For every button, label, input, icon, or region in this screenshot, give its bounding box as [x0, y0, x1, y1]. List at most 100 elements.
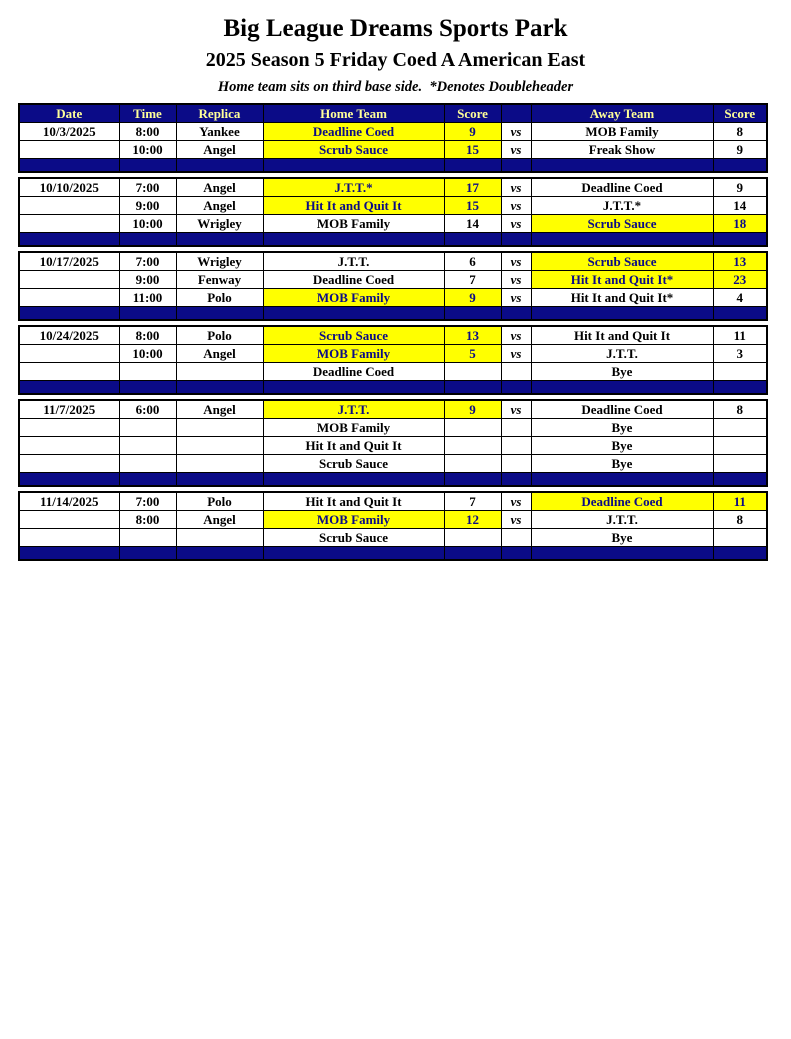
cell-home_score: 13 [443, 325, 502, 345]
separator-cell [712, 545, 768, 561]
cell-away: Bye [530, 453, 714, 473]
cell-home: MOB Family [262, 287, 445, 307]
game-row: 11/7/2025 6:00 Angel J.T.T. 9 vs Deadline Coed… [18, 399, 768, 419]
cell-away_score: 3 [712, 343, 768, 363]
page-header: Big League Dreams Sports Park 2025 Seaso… [0, 15, 791, 95]
cell-vs: vs [500, 177, 532, 197]
cell-home_score [443, 435, 502, 455]
game-row: Hit It and Quit It Bye [18, 435, 768, 455]
game-row: 10/17/2025 7:00 Wrigley J.T.T. 6 vs Scrub Sauc… [18, 251, 768, 271]
game-row: Deadline Coed Bye [18, 361, 768, 381]
separator-cell [118, 545, 177, 561]
schedule-group-5: 11/7/2025 6:00 Angel J.T.T. 9 vs Deadline Coed… [18, 399, 768, 488]
separator-cell [175, 157, 264, 173]
cell-date [18, 139, 120, 159]
separator-cell [712, 305, 768, 321]
separator-cell [500, 379, 532, 395]
cell-time [118, 417, 177, 437]
game-row: Scrub Sauce Bye [18, 453, 768, 473]
separator-row [18, 545, 768, 561]
cell-vs: vs [500, 269, 532, 289]
column-header-home_score: Score [443, 103, 502, 123]
cell-home: MOB Family [262, 509, 445, 529]
cell-date [18, 417, 120, 437]
cell-vs: vs [500, 399, 532, 419]
separator-cell [262, 379, 445, 395]
separator-cell [18, 545, 120, 561]
cell-home: Hit It and Quit It [262, 435, 445, 455]
cell-replica: Polo [175, 491, 264, 511]
cell-home: J.T.T. [262, 399, 445, 419]
game-row: 9:00 Fenway Deadline Coed 7 vs Hit It and Qui… [18, 269, 768, 289]
cell-away: Hit It and Quit It [530, 325, 714, 345]
separator-row [18, 231, 768, 247]
cell-replica [175, 527, 264, 547]
column-header-date: Date [18, 103, 120, 123]
cell-time: 9:00 [118, 195, 177, 215]
cell-date [18, 287, 120, 307]
column-header-vs [500, 103, 532, 123]
cell-away_score [712, 435, 768, 455]
cell-replica: Polo [175, 287, 264, 307]
column-header-away: Away Team [530, 103, 714, 123]
schedule-group-3: 10/17/2025 7:00 Wrigley J.T.T. 6 vs Scrub Sauc… [18, 251, 768, 322]
column-header-replica: Replica [175, 103, 264, 123]
cell-home_score: 15 [443, 139, 502, 159]
cell-home: Hit It and Quit It [262, 195, 445, 215]
cell-away_score [712, 527, 768, 547]
page-title: Big League Dreams Sports Park [223, 15, 568, 42]
game-row: 10/24/2025 8:00 Polo Scrub Sauce 13 vs Hit It … [18, 325, 768, 345]
game-row: 10/3/2025 8:00 Yankee Deadline Coed 9 vs MOB F… [18, 121, 768, 141]
separator-cell [175, 379, 264, 395]
cell-home_score: 14 [443, 213, 502, 233]
cell-time: 8:00 [118, 121, 177, 141]
game-row: 10:00 Angel MOB Family 5 vs J.T.T. 3 [18, 343, 768, 363]
cell-vs [500, 453, 532, 473]
cell-home_score: 12 [443, 509, 502, 529]
cell-home_score: 5 [443, 343, 502, 363]
separator-cell [712, 157, 768, 173]
cell-replica: Angel [175, 195, 264, 215]
separator-cell [18, 305, 120, 321]
cell-home: J.T.T. [262, 251, 445, 271]
game-row: 11/14/2025 7:00 Polo Hit It and Quit It 7 vs D… [18, 491, 768, 511]
cell-date: 10/3/2025 [18, 121, 120, 141]
cell-away: Bye [530, 361, 714, 381]
cell-date [18, 213, 120, 233]
cell-away: Bye [530, 527, 714, 547]
cell-home: Deadline Coed [262, 121, 445, 141]
cell-home_score [443, 527, 502, 547]
cell-away: Scrub Sauce [530, 213, 714, 233]
cell-home: Deadline Coed [262, 361, 445, 381]
game-row: 9:00 Angel Hit It and Quit It 15 vs J.T.T.* 14 [18, 195, 768, 215]
header-row: Date Time Replica Home Team Score Away Team Sc… [18, 103, 768, 123]
cell-vs: vs [500, 343, 532, 363]
cell-away_score: 23 [712, 269, 768, 289]
game-row: 10:00 Angel Scrub Sauce 15 vs Freak Show 9 [18, 139, 768, 159]
cell-replica [175, 417, 264, 437]
separator-cell [18, 231, 120, 247]
cell-away_score: 13 [712, 251, 768, 271]
separator-row [18, 471, 768, 487]
cell-vs: vs [500, 139, 532, 159]
cell-away_score [712, 361, 768, 381]
cell-vs: vs [500, 251, 532, 271]
separator-cell [118, 231, 177, 247]
cell-time: 6:00 [118, 399, 177, 419]
cell-away_score: 8 [712, 121, 768, 141]
schedule-group-1: Date Time Replica Home Team Score Away Team Sc… [18, 103, 768, 174]
cell-time: 7:00 [118, 491, 177, 511]
cell-home_score: 9 [443, 287, 502, 307]
cell-vs: vs [500, 213, 532, 233]
separator-cell [530, 545, 714, 561]
cell-away: Bye [530, 417, 714, 437]
separator-cell [118, 305, 177, 321]
cell-home_score: 17 [443, 177, 502, 197]
separator-cell [530, 471, 714, 487]
separator-cell [18, 471, 120, 487]
cell-time: 9:00 [118, 269, 177, 289]
cell-date [18, 527, 120, 547]
cell-vs: vs [500, 491, 532, 511]
game-row: 10:00 Wrigley MOB Family 14 vs Scrub Sauce 18 [18, 213, 768, 233]
separator-row [18, 305, 768, 321]
